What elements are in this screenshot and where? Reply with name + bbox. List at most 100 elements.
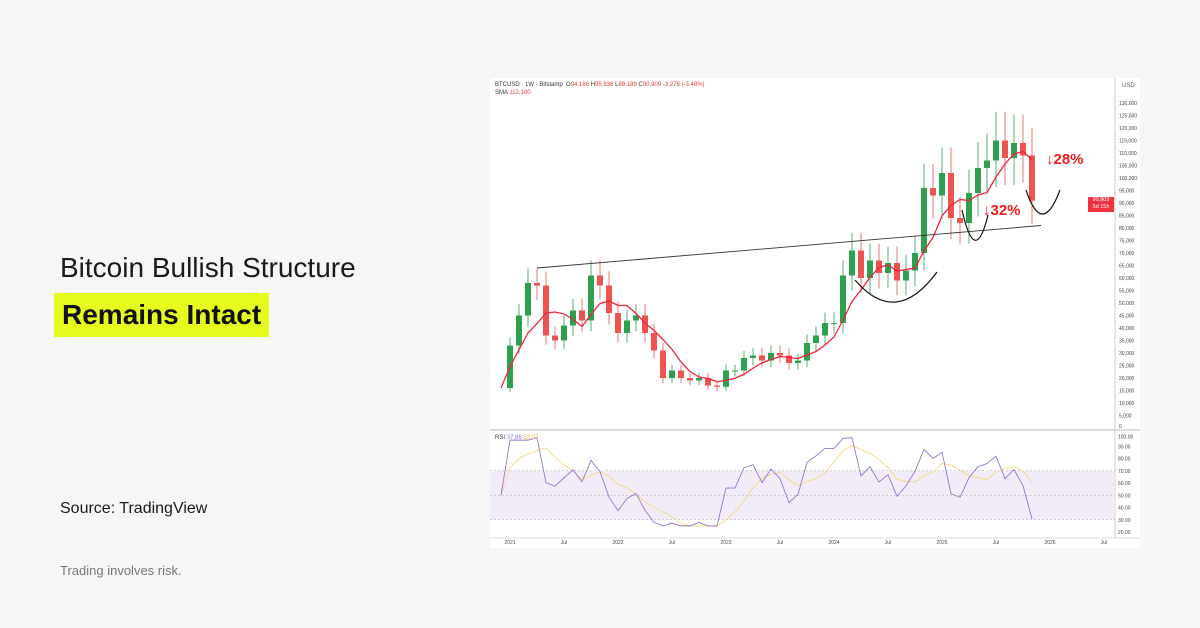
- candle-body: [669, 370, 675, 378]
- o-label: O: [566, 82, 571, 88]
- change-value: -3,278 (-3.48%): [662, 82, 705, 88]
- price-tick-label: 130,000: [1119, 101, 1137, 107]
- price-tick-label: 125,000: [1119, 114, 1137, 120]
- time-tick-label: Jul: [993, 540, 999, 546]
- candle-body: [723, 370, 729, 387]
- time-tick-label: Jul: [777, 540, 783, 546]
- candle-body: [885, 263, 891, 273]
- candle-body: [876, 260, 882, 273]
- low-value: 89,189: [618, 82, 637, 88]
- rsi-tick-label: 100.00: [1118, 435, 1134, 441]
- price-tick-label: 40,000: [1119, 326, 1135, 332]
- price-tick-label: 0: [1119, 424, 1122, 430]
- time-tick-label: 2024: [828, 540, 839, 546]
- candle-body: [1029, 155, 1035, 201]
- c-label: C: [638, 82, 643, 88]
- candle-body: [840, 275, 846, 323]
- candle-body: [786, 355, 792, 363]
- candle-body: [849, 250, 855, 276]
- rsi-tick-label: 40.00: [1118, 506, 1131, 512]
- candle-body: [777, 353, 783, 356]
- close-value: 90,909: [642, 82, 662, 88]
- candle-body: [705, 378, 711, 386]
- price-tick-label: 5,000: [1119, 414, 1132, 420]
- support-trendline: [536, 225, 1042, 269]
- candle-body: [831, 323, 837, 324]
- rsi-legend: RSI 37.86 53.97: [495, 434, 538, 442]
- time-tick-label: 2021: [504, 540, 515, 546]
- rsi-ma-value: 53.97: [523, 435, 539, 441]
- candle-body: [1002, 140, 1008, 158]
- candle-body: [930, 188, 936, 196]
- candle-body: [516, 315, 522, 346]
- rsi-tick-label: 80.00: [1118, 457, 1131, 463]
- candle-body: [570, 310, 576, 326]
- symbol: BTCUSD · 1W · Bitstamp: [495, 82, 563, 88]
- price-tick-label: 115,000: [1119, 139, 1137, 145]
- time-tick-label: 2022: [612, 540, 623, 546]
- candle-body: [867, 260, 873, 278]
- price-tick-label: 60,000: [1119, 276, 1135, 282]
- time-tick-label: Jul: [561, 540, 567, 546]
- price-tick-label: 90,000: [1119, 201, 1135, 207]
- candle-body: [759, 355, 765, 361]
- candle-body: [606, 285, 612, 313]
- candle-body: [561, 325, 567, 341]
- last-price: 90,909: [1092, 197, 1110, 203]
- candle-body: [939, 173, 945, 196]
- time-tick-label: 2026: [1044, 540, 1055, 546]
- candle-body: [1020, 143, 1026, 156]
- candle-body: [768, 353, 774, 361]
- price-tick-label: 30,000: [1119, 351, 1135, 357]
- price-tick-label: 80,000: [1119, 226, 1135, 232]
- rsi-tick-label: 20.00: [1118, 530, 1131, 536]
- candle-body: [732, 370, 738, 372]
- time-tick-label: 2025: [936, 540, 947, 546]
- currency-label: USD: [1122, 83, 1135, 89]
- candle-body: [1011, 143, 1017, 158]
- high-value: 95,938: [595, 82, 614, 88]
- price-tick-label: 120,000: [1119, 126, 1137, 132]
- rsi-tick-label: 90.00: [1118, 444, 1131, 450]
- price-tick-label: 95,000: [1119, 189, 1135, 195]
- price-tick-label: 105,000: [1119, 164, 1137, 170]
- rsi-tick-label: 60.00: [1118, 481, 1131, 487]
- price-tick-label: 10,000: [1119, 401, 1135, 407]
- source-text: Source: TradingView: [60, 500, 208, 517]
- candle-body: [822, 323, 828, 336]
- candle-body: [642, 315, 648, 333]
- sma-line: [500, 150, 1033, 389]
- rsi-value: 37.86: [506, 435, 522, 441]
- headline-line1: Bitcoin Bullish Structure: [60, 252, 356, 283]
- candle-body: [858, 250, 864, 278]
- open-value: 94,186: [570, 82, 590, 88]
- candle-countdown: 5d 15h: [1092, 204, 1110, 210]
- candle-body: [921, 188, 927, 253]
- cup-curve-2025a: [961, 209, 989, 241]
- candle-body: [903, 270, 909, 281]
- drop-28-annotation: ↓28%: [1046, 151, 1084, 168]
- rsi-label: RSI: [495, 435, 506, 441]
- candle-body: [687, 378, 693, 381]
- candle-body: [795, 360, 801, 363]
- candle-body: [714, 385, 720, 387]
- last-price-tag: 90,909 5d 15h: [1088, 197, 1114, 212]
- candle-body: [651, 333, 657, 351]
- btc-chart: 0 5,000 10,000 15,000 20,000 25,000 30,000 35,0…: [490, 78, 1140, 548]
- sma-value: 112,100: [509, 90, 531, 96]
- sma-label: SMA: [495, 90, 508, 96]
- price-tick-label: 50,000: [1119, 301, 1135, 307]
- candle-body: [579, 310, 585, 321]
- candle-body: [804, 343, 810, 361]
- candle-body: [552, 335, 558, 341]
- candle-body: [813, 335, 819, 343]
- price-tick-label: 110,000: [1119, 151, 1137, 157]
- rsi-line: [500, 437, 1033, 527]
- time-tick-label: 2023: [720, 540, 731, 546]
- cup-curve-2025b: [1025, 189, 1061, 215]
- price-tick-label: 35,000: [1119, 339, 1135, 345]
- price-tick-label: 65,000: [1119, 264, 1135, 270]
- candle-body: [678, 370, 684, 378]
- candle-body: [597, 275, 603, 286]
- candle-body: [741, 358, 747, 371]
